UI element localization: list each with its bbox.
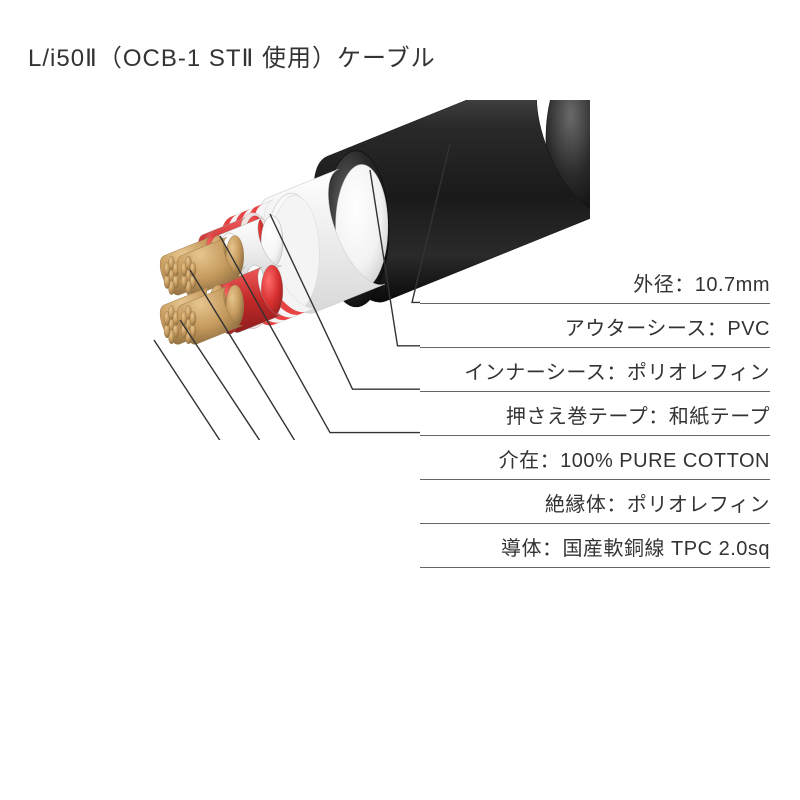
label-wrap-tape: 押さえ巻テープ：和紙テープ: [420, 392, 770, 436]
label-outer-diameter: 外径：10.7mm: [420, 260, 770, 304]
label-conductor: 導体：国産軟銅線 TPC 2.0sq: [420, 524, 770, 568]
label-insulation: 絶縁体：ポリオレフィン: [420, 480, 770, 524]
label-inner-sheath: インナーシース：ポリオレフィン: [420, 348, 770, 392]
labels-column: 外径：10.7mm アウターシース：PVC インナーシース：ポリオレフィン 押さ…: [420, 260, 770, 568]
label-outer-sheath: アウターシース：PVC: [420, 304, 770, 348]
label-filler: 介在：100% PURE COTTON: [420, 436, 770, 480]
page-title: L/i50Ⅱ（OCB-1 STⅡ 使用）ケーブル: [28, 38, 436, 73]
